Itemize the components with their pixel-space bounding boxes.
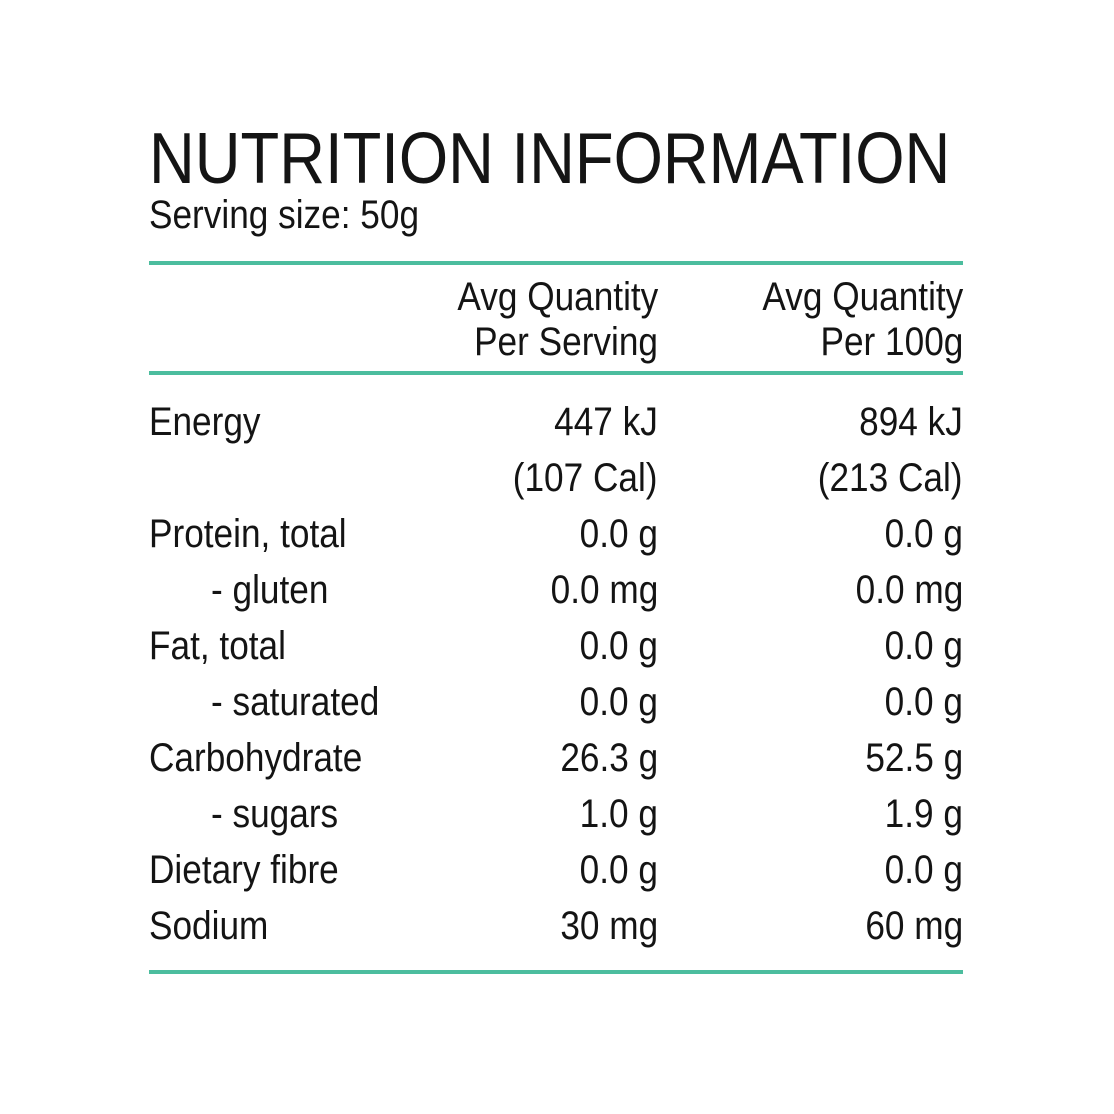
value-per-100g: 0.0 g xyxy=(658,514,963,554)
header-per-serving-line2: Per Serving xyxy=(474,320,658,364)
value-text: 0.0 mg xyxy=(855,568,963,612)
table-row: - saturated 0.0 g 0.0 g xyxy=(149,674,963,730)
column-header-per-100g: Avg Quantity Per 100g xyxy=(658,275,963,365)
value-per-100g: 0.0 g xyxy=(658,850,963,890)
table-row: - sugars 1.0 g 1.9 g xyxy=(149,786,963,842)
value-per-serving: 447 kJ xyxy=(469,402,658,442)
table-row: Sodium 30 mg 60 mg xyxy=(149,898,963,954)
value-per-serving: 1.0 g xyxy=(469,794,658,834)
row-label-text: Dietary fibre xyxy=(149,848,339,892)
row-label: - sugars xyxy=(149,794,469,834)
divider-top xyxy=(149,261,963,265)
value-per-serving: 0.0 g xyxy=(469,850,658,890)
value-per-100g: 1.9 g xyxy=(658,794,963,834)
row-label-text: Energy xyxy=(149,400,261,444)
row-label: - saturated xyxy=(149,682,469,722)
value-text: 0.0 g xyxy=(884,848,963,892)
value-per-100g: 0.0 g xyxy=(658,682,963,722)
value-per-serving: 30 mg xyxy=(469,906,658,946)
value-per-100g: 52.5 g xyxy=(658,738,963,778)
value-text: 52.5 g xyxy=(865,736,963,780)
header-per-serving-line1: Avg Quantity xyxy=(457,275,658,319)
row-label-text: Fat, total xyxy=(149,624,286,668)
header-per-100g-line2: Per 100g xyxy=(820,320,963,364)
table-row: Fat, total 0.0 g 0.0 g xyxy=(149,618,963,674)
row-label: Carbohydrate xyxy=(149,738,469,778)
row-label: Sodium xyxy=(149,906,469,946)
row-label-text: Protein, total xyxy=(149,512,347,556)
row-label-text: Carbohydrate xyxy=(149,736,363,780)
nutrition-panel: NUTRITION INFORMATION Serving size: 50g … xyxy=(149,0,963,1114)
value-text: 447 kJ xyxy=(554,400,658,444)
value-text: 0.0 g xyxy=(884,512,963,556)
value-text: (107 Cal) xyxy=(513,456,658,500)
value-text: 0.0 g xyxy=(884,624,963,668)
value-text: 0.0 g xyxy=(579,848,658,892)
value-text: (213 Cal) xyxy=(818,456,963,500)
row-label: Fat, total xyxy=(149,626,469,666)
value-text: 894 kJ xyxy=(859,400,963,444)
table-row: (107 Cal) (213 Cal) xyxy=(149,450,963,506)
value-text: 0.0 mg xyxy=(550,568,658,612)
serving-size: Serving size: 50g xyxy=(149,195,456,235)
value-per-100g: (213 Cal) xyxy=(658,458,963,498)
panel-title: NUTRITION INFORMATION xyxy=(149,123,1060,195)
value-per-serving: 0.0 mg xyxy=(469,570,658,610)
row-label-text: - sugars xyxy=(211,792,339,836)
value-per-100g: 0.0 g xyxy=(658,626,963,666)
row-label-text: Sodium xyxy=(149,904,269,948)
value-per-100g: 60 mg xyxy=(658,906,963,946)
value-per-100g: 894 kJ xyxy=(658,402,963,442)
table-row: Carbohydrate 26.3 g 52.5 g xyxy=(149,730,963,786)
column-header-per-serving: Avg Quantity Per Serving xyxy=(149,275,658,365)
value-text: 1.0 g xyxy=(579,792,658,836)
row-label: - gluten xyxy=(149,570,469,610)
value-text: 0.0 g xyxy=(579,512,658,556)
serving-size-text: Serving size: 50g xyxy=(149,193,420,237)
table-row: Protein, total 0.0 g 0.0 g xyxy=(149,506,963,562)
divider-bottom xyxy=(149,970,963,974)
panel-title-text: NUTRITION INFORMATION xyxy=(149,119,951,199)
header-per-100g-line1: Avg Quantity xyxy=(762,275,963,319)
value-per-serving: (107 Cal) xyxy=(469,458,658,498)
row-label: Dietary fibre xyxy=(149,850,469,890)
row-label xyxy=(149,458,469,498)
value-per-serving: 0.0 g xyxy=(469,626,658,666)
value-per-serving: 26.3 g xyxy=(469,738,658,778)
divider-header xyxy=(149,371,963,375)
row-label: Energy xyxy=(149,402,469,442)
value-per-serving: 0.0 g xyxy=(469,682,658,722)
row-label-text: - saturated xyxy=(211,680,380,724)
value-text: 0.0 g xyxy=(579,680,658,724)
value-text: 60 mg xyxy=(865,904,963,948)
value-text: 0.0 g xyxy=(884,680,963,724)
value-per-serving: 0.0 g xyxy=(469,514,658,554)
value-text: 0.0 g xyxy=(579,624,658,668)
table-body: Energy 447 kJ 894 kJ (107 Cal) (213 Cal)… xyxy=(149,394,963,954)
table-row: Energy 447 kJ 894 kJ xyxy=(149,394,963,450)
value-per-100g: 0.0 mg xyxy=(658,570,963,610)
table-row: - gluten 0.0 mg 0.0 mg xyxy=(149,562,963,618)
value-text: 30 mg xyxy=(560,904,658,948)
value-text: 26.3 g xyxy=(560,736,658,780)
row-label-text: - gluten xyxy=(211,568,329,612)
table-header: Avg Quantity Per Serving Avg Quantity Pe… xyxy=(149,275,963,365)
value-text: 1.9 g xyxy=(884,792,963,836)
table-row: Dietary fibre 0.0 g 0.0 g xyxy=(149,842,963,898)
row-label: Protein, total xyxy=(149,514,469,554)
